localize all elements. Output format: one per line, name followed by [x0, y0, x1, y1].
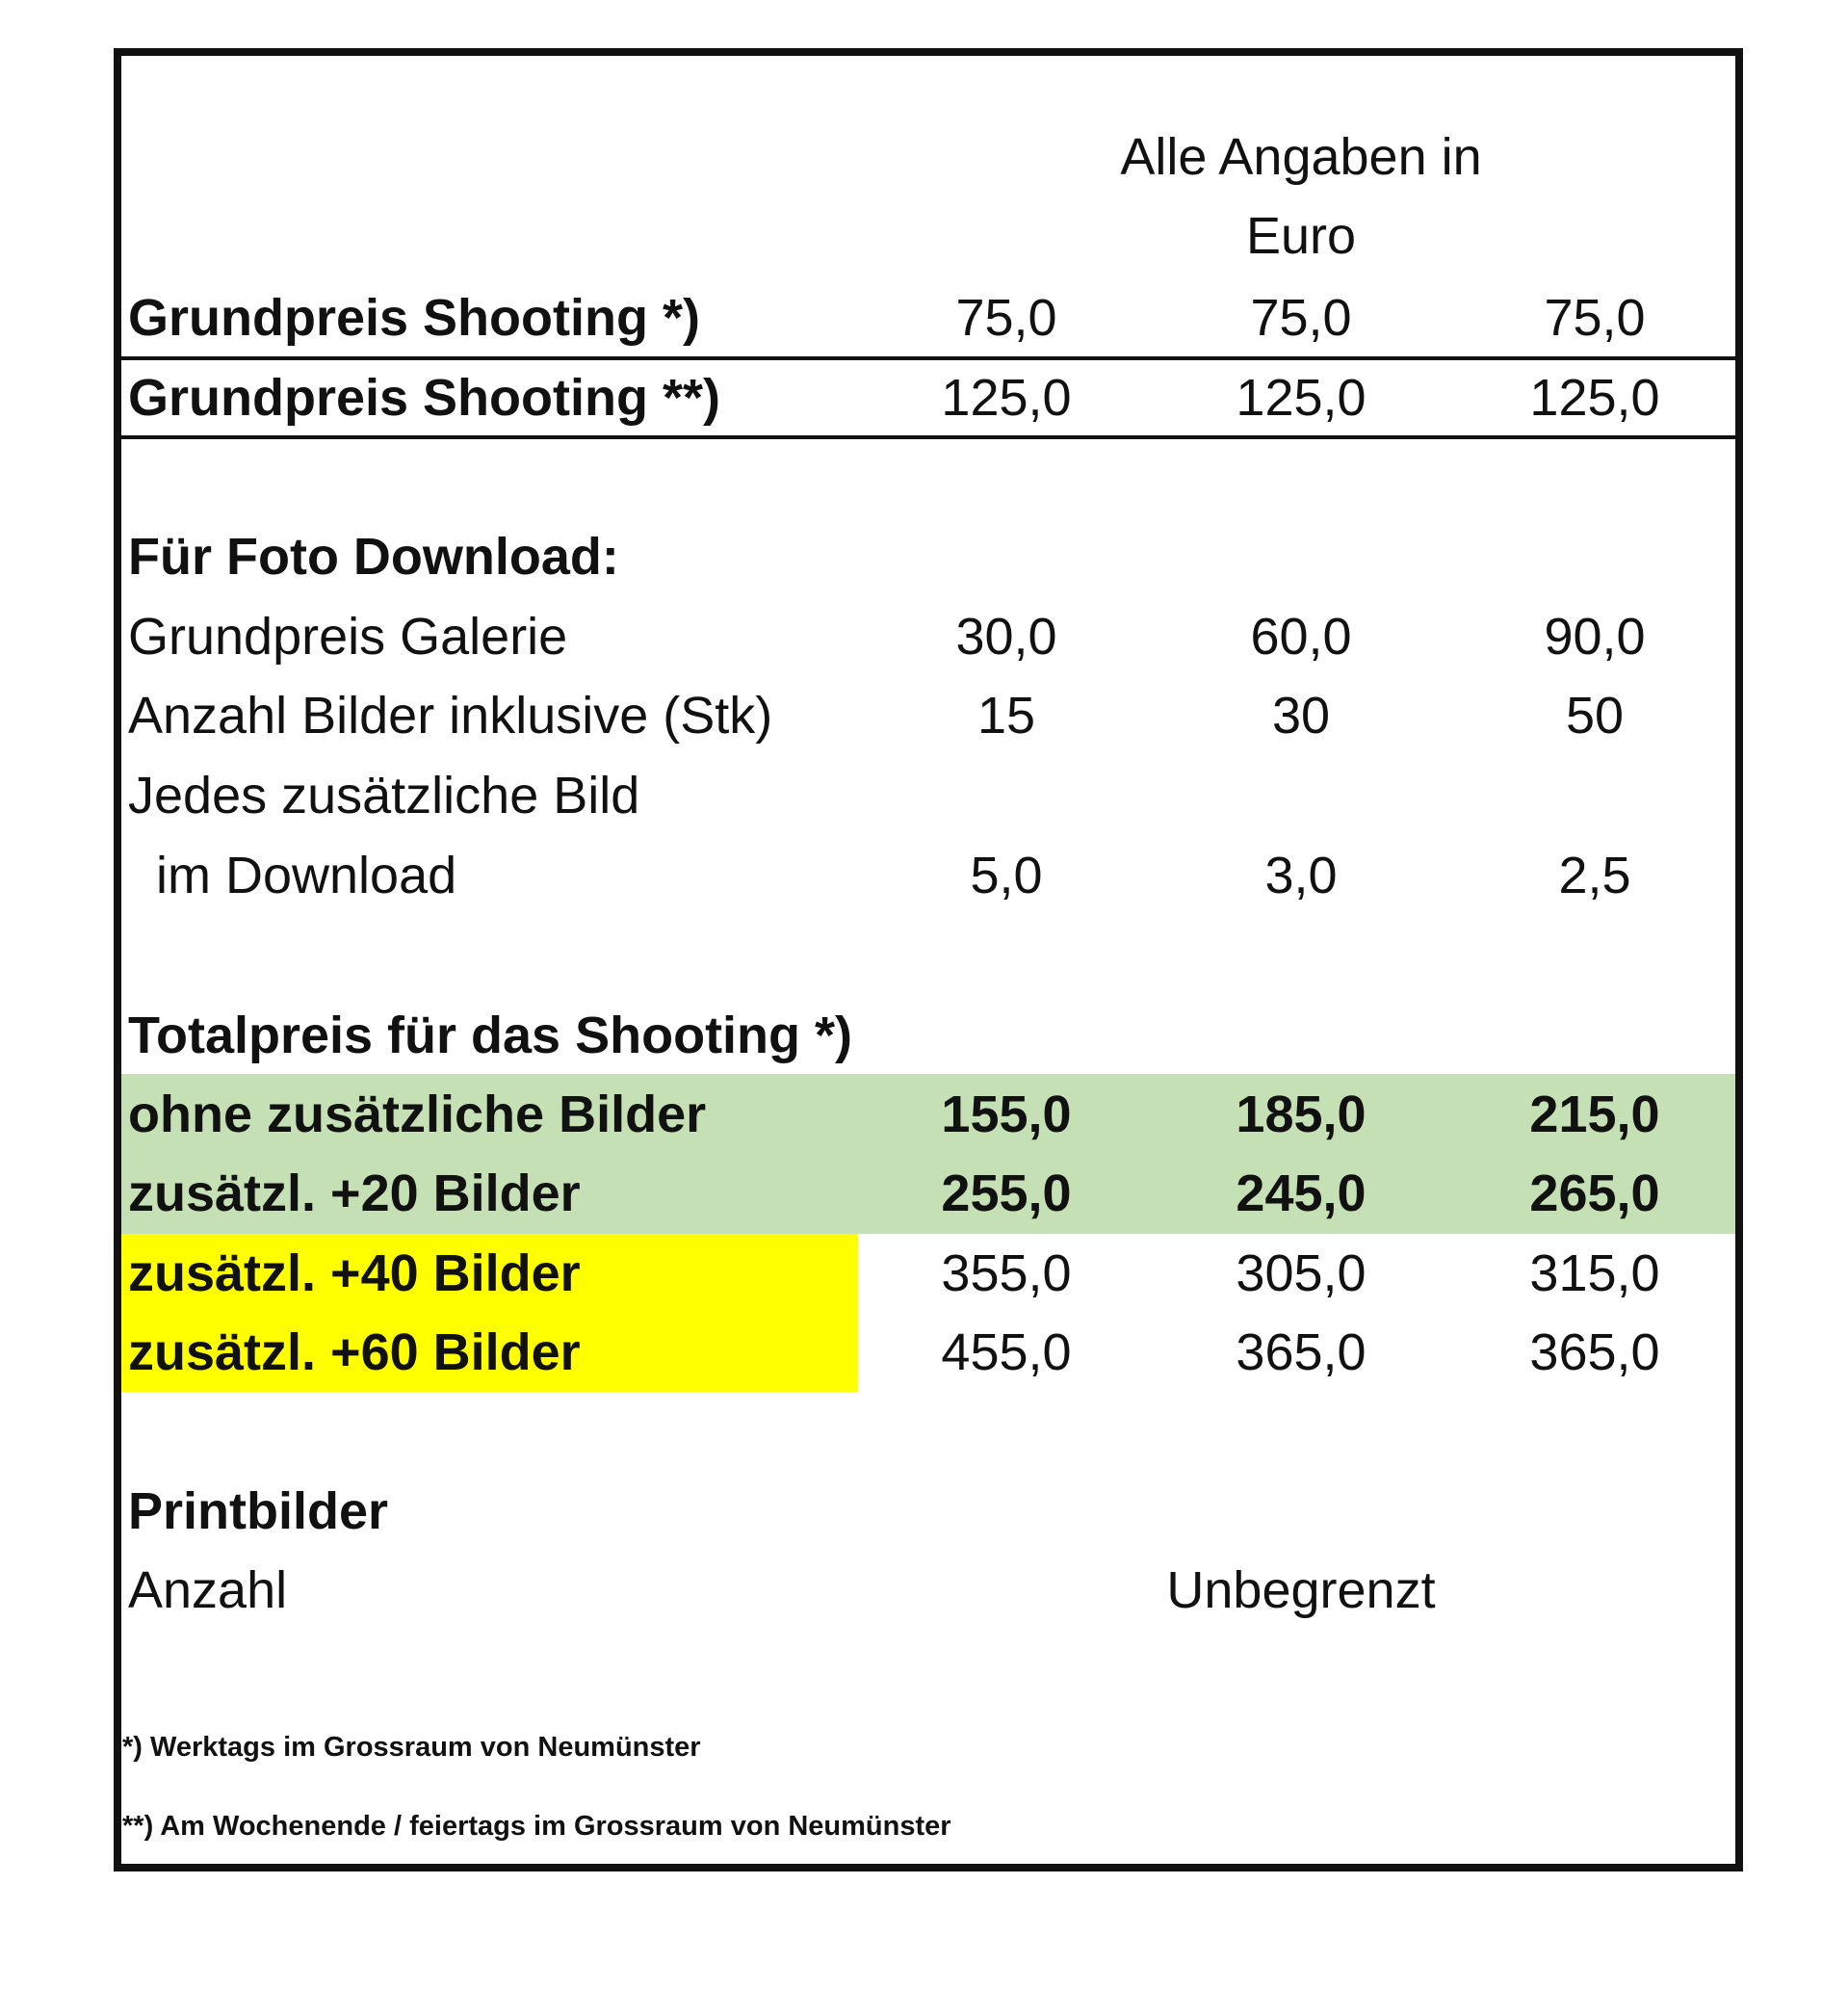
currency-note-row: Alle Angaben in Euro: [0, 118, 1848, 265]
value: 365,0: [1236, 1323, 1366, 1381]
value: 2,5: [1558, 847, 1631, 904]
download-row: Anzahl Bilder inklusive (Stk) 15 30 50: [0, 676, 1848, 755]
currency-note: Alle Angaben in Euro: [1120, 128, 1482, 265]
value: 75,0: [1250, 289, 1352, 347]
value: 125,0: [941, 369, 1072, 427]
value: 265,0: [1529, 1165, 1660, 1222]
value: 215,0: [1529, 1086, 1660, 1143]
base-price-row: Grundpreis Shooting **) 125,0 125,0 125,…: [0, 358, 1848, 437]
price-table-frame: [114, 48, 1743, 1871]
value: 60,0: [1250, 608, 1352, 666]
value: 255,0: [941, 1165, 1072, 1222]
value: 50: [1565, 687, 1625, 745]
download-row: im Download 5,0 3,0 2,5: [0, 836, 1848, 915]
value: 185,0: [1236, 1086, 1366, 1143]
value: 125,0: [1529, 369, 1660, 427]
value: 155,0: [941, 1086, 1072, 1143]
row-label: zusätzl. +40 Bilder: [128, 1244, 581, 1302]
value: 315,0: [1529, 1244, 1660, 1302]
value: 455,0: [941, 1323, 1072, 1381]
value: 355,0: [941, 1244, 1072, 1302]
section-heading: Totalpreis für das Shooting *): [128, 1007, 853, 1064]
download-heading: Für Foto Download:: [0, 517, 1848, 596]
value: 30,0: [955, 608, 1057, 666]
print-heading: Printbilder: [0, 1472, 1848, 1551]
base-price-row: Grundpreis Shooting *) 75,0 75,0 75,0: [0, 278, 1848, 357]
total-heading: Totalpreis für das Shooting *): [0, 996, 1848, 1075]
footnote: *) Werktags im Grossraum von Neumünster: [122, 1732, 701, 1763]
value: 15: [976, 687, 1036, 745]
row-label: Grundpreis Shooting *): [128, 289, 700, 347]
row-label-continued: im Download: [156, 847, 457, 904]
total-row: zusätzl. +60 Bilder 455,0 365,0 365,0: [0, 1313, 1848, 1392]
divider: [121, 435, 1735, 439]
row-label: Grundpreis Galerie: [128, 608, 568, 666]
section-heading: Für Foto Download:: [128, 528, 619, 586]
print-row: Anzahl Unbegrenzt: [0, 1551, 1848, 1630]
green-highlight: [121, 1074, 1735, 1234]
download-row: Grundpreis Galerie 30,0 60,0 90,0: [0, 597, 1848, 676]
section-heading: Printbilder: [128, 1482, 389, 1540]
row-label: zusätzl. +60 Bilder: [128, 1323, 581, 1381]
value: 30: [1271, 687, 1331, 745]
divider: [121, 356, 1735, 360]
row-label: ohne zusätzliche Bilder: [128, 1086, 707, 1143]
row-label: Jedes zusätzliche Bild: [128, 767, 640, 824]
yellow-highlight: [121, 1234, 858, 1392]
value: 245,0: [1236, 1165, 1366, 1222]
row-label: Anzahl: [128, 1561, 288, 1619]
total-row: zusätzl. +40 Bilder 355,0 305,0 315,0: [0, 1234, 1848, 1313]
value: 3,0: [1264, 847, 1338, 904]
row-label: Anzahl Bilder inklusive (Stk): [128, 687, 773, 745]
download-row: Jedes zusätzliche Bild: [0, 756, 1848, 835]
value: 365,0: [1529, 1323, 1660, 1381]
total-row: ohne zusätzliche Bilder 155,0 185,0 215,…: [0, 1075, 1848, 1154]
value: 75,0: [955, 289, 1057, 347]
total-row: zusätzl. +20 Bilder 255,0 245,0 265,0: [0, 1154, 1848, 1233]
value: 125,0: [1236, 369, 1366, 427]
footnote: **) Am Wochenende / feiertags im Grossra…: [122, 1811, 951, 1842]
row-label: zusätzl. +20 Bilder: [128, 1165, 581, 1222]
value: 305,0: [1236, 1244, 1366, 1302]
value: 75,0: [1544, 289, 1646, 347]
row-label: Grundpreis Shooting **): [128, 369, 720, 427]
value: 90,0: [1544, 608, 1646, 666]
print-value: Unbegrenzt: [1166, 1561, 1436, 1619]
value: 5,0: [970, 847, 1043, 904]
